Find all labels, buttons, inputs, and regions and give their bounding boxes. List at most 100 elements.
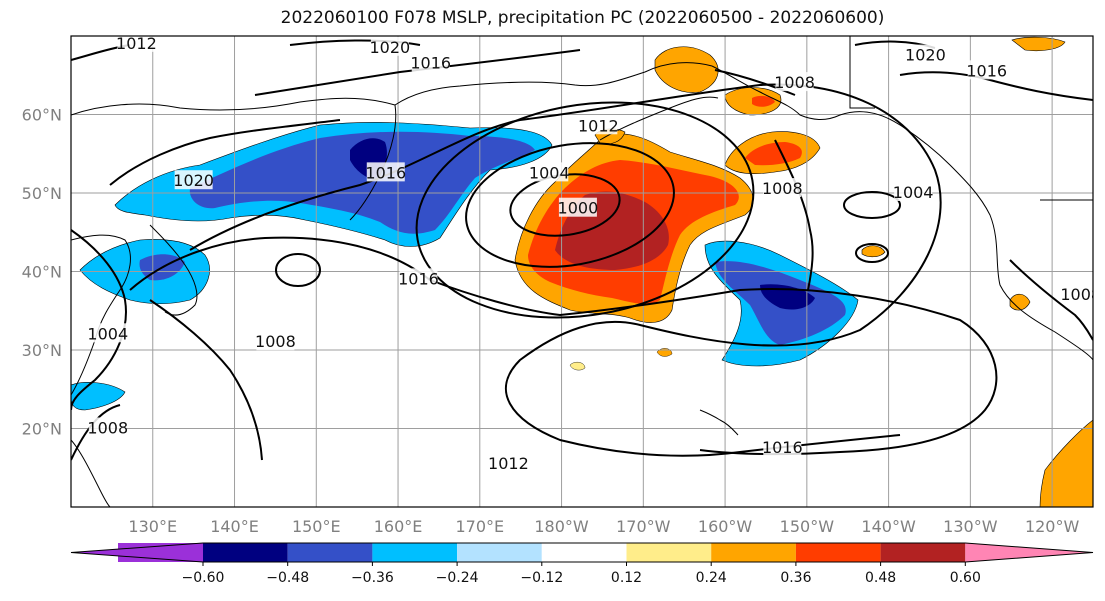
- positive-anomaly-region: [1011, 36, 1066, 52]
- contour-label-bg: [88, 323, 127, 343]
- coastline: [699, 409, 739, 436]
- contour-label: 1008: [762, 179, 803, 198]
- lat-tick-label: 40°N: [22, 263, 62, 282]
- lon-tick-label: 130°W: [943, 517, 998, 536]
- contour-label: 1012: [488, 454, 529, 473]
- contour-label: 1008: [1060, 285, 1101, 304]
- coastline: [71, 234, 131, 396]
- colorbar-tick-label: 0.36: [780, 570, 811, 586]
- colorbar-segment: [287, 543, 373, 562]
- negative-anomaly-core: [189, 131, 535, 234]
- contour-label-bg: [1061, 284, 1093, 304]
- colorbar-segment: [457, 543, 542, 562]
- latitude-labels: 20°N 30°N 40°N 50°N 60°N: [22, 106, 62, 439]
- contour-label: 1016: [410, 53, 451, 72]
- contour-labels: 1000 1004 1004 1004 1008 1008 1008 1008 1008 1012…: [87, 34, 1101, 473]
- positive-anomaly-core: [752, 95, 775, 107]
- lon-tick-label: 170°W: [616, 517, 671, 536]
- contour-label-bg: [489, 452, 528, 472]
- contour-label-bg: [530, 162, 569, 182]
- contour-label-bg: [174, 170, 213, 190]
- colorbar-segment: [626, 543, 712, 562]
- contour-label: 1004: [529, 163, 570, 182]
- contour-label: 1004: [87, 324, 128, 343]
- colorbar-tick-label: −0.48: [266, 570, 309, 586]
- lat-tick-label: 50°N: [22, 184, 62, 203]
- contour-label: 1008: [774, 73, 815, 92]
- contour-label-bg: [411, 52, 450, 72]
- colorbar-segment: [203, 543, 288, 562]
- colorbar-tick-label: −0.24: [436, 570, 479, 586]
- contour-label: 1012: [116, 34, 157, 53]
- isobar-closed: [275, 253, 321, 287]
- contour-label-bg: [117, 36, 156, 52]
- coastline: [71, 439, 111, 507]
- isobar-1004: [465, 142, 675, 268]
- contour-label-bg: [399, 268, 438, 288]
- map-plot-area: 1000 1004 1004 1004 1008 1008 1008 1008 1008 1012…: [71, 34, 1101, 507]
- contour-label: 1000: [558, 199, 599, 218]
- isobar-1008-west: [149, 299, 263, 461]
- lon-tick-label: 140°E: [210, 517, 259, 536]
- lon-tick-label: 140°W: [861, 517, 916, 536]
- isobar-1008: [415, 101, 755, 319]
- graticule: [71, 36, 1093, 507]
- contour-label-bg: [906, 44, 945, 64]
- contour-label: 1020: [905, 46, 946, 65]
- contour-label-bg: [558, 197, 597, 217]
- lon-tick-label: 150°W: [780, 517, 835, 536]
- colorbar-tick-label: 0.24: [696, 570, 727, 586]
- lon-tick-label: 160°W: [698, 517, 753, 536]
- contour-label: 1016: [398, 269, 439, 288]
- positive-anomaly-region: [1039, 419, 1093, 507]
- lon-tick-label: 130°E: [128, 517, 177, 536]
- coastline: [711, 65, 1093, 361]
- isobar-1012: [189, 83, 942, 457]
- coastline: [394, 62, 713, 106]
- colorbar-tick-label: −0.12: [520, 570, 563, 586]
- chart-title: 2022060100 F078 MSLP, precipitation PC (…: [280, 8, 885, 28]
- contour-label-bg: [366, 162, 405, 182]
- colorbar-segment: [795, 543, 881, 562]
- contour-label-bg: [763, 437, 802, 457]
- contour-label-bg: [775, 72, 814, 92]
- colorbar-segment: [372, 543, 458, 562]
- isobar-east-coast: [1009, 259, 1093, 341]
- colorbar-tick-label: −0.36: [351, 570, 394, 586]
- contour-label: 1004: [893, 183, 934, 202]
- colorbar: −0.60 −0.48 −0.36 −0.24 −0.12 0.12 0.24 0.36 0.4…: [70, 542, 1094, 586]
- contour-label: 1020: [370, 38, 411, 57]
- coastline: [149, 224, 198, 316]
- isobar-1020: [109, 119, 341, 186]
- lat-tick-label: 60°N: [22, 106, 62, 125]
- colorbar-segment: [541, 543, 627, 562]
- colorbar-segment: [880, 543, 966, 562]
- lat-tick-label: 20°N: [22, 420, 62, 439]
- positive-anomaly-region: [861, 245, 886, 258]
- contour-label-bg: [370, 36, 409, 56]
- plot-frame: [70, 35, 1094, 508]
- isobar-1016: [254, 49, 581, 96]
- lon-tick-label: 160°E: [374, 517, 423, 536]
- mslp-isobars: [71, 39, 1093, 461]
- contour-label: 1008: [255, 332, 296, 351]
- longitude-labels: 130°E 140°E 150°E 160°E 170°E 180°W 170°W 160°W…: [128, 517, 1079, 536]
- isobar-1008-east: [714, 69, 796, 96]
- colorbar-tick-label: 0.12: [611, 570, 642, 586]
- colorbar-extend-high: [965, 543, 1093, 562]
- coastline: [849, 36, 875, 109]
- contour-label: 1008: [87, 419, 128, 438]
- contour-label-bg: [763, 178, 802, 198]
- positive-anomaly-region: [654, 46, 719, 93]
- coastline: [599, 96, 719, 141]
- contour-label: 1012: [578, 116, 619, 135]
- positive-anomaly-core: [745, 142, 802, 166]
- lon-tick-label: 170°E: [455, 517, 504, 536]
- contour-label-bg: [967, 60, 1006, 80]
- positive-anomaly-region: [569, 361, 586, 371]
- isobar-1016-east: [899, 71, 1093, 101]
- colorbar-segment: [711, 543, 796, 562]
- isobar-1004-east: [774, 139, 814, 291]
- lon-tick-label: 120°W: [1025, 517, 1080, 536]
